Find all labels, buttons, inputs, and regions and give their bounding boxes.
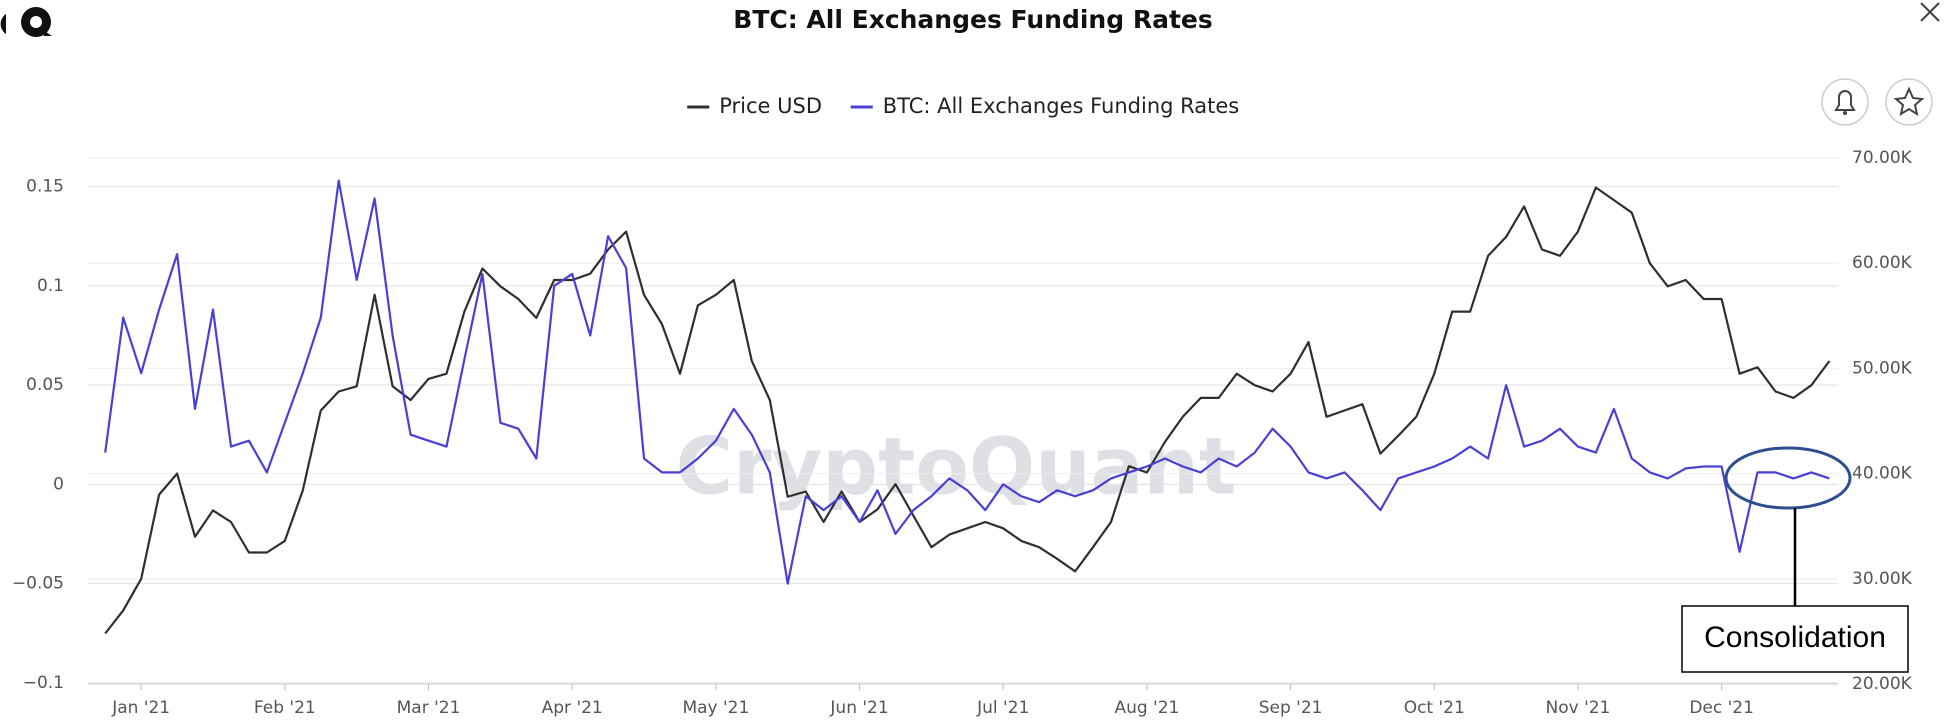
x-tick-label: Jul '21 [976,698,1029,718]
y2-tick-label: 70.00K [1852,148,1913,168]
y2-tick-label: 30.00K [1852,569,1913,589]
y-tick-label: 0.1 [37,276,64,296]
favorite-button[interactable] [1885,78,1933,126]
plot-area: −0.1 −0.05 0 0.05 0.1 0.15 20.00K 30.00K 40.00K 5… [12,148,1913,718]
legend: Price USD BTC: All Exchanges Funding Rate… [687,94,1239,118]
annotation-label: Consolidation [1704,621,1886,654]
legend-label: BTC: All Exchanges Funding Rates [883,94,1239,118]
x-tick-label: Aug '21 [1114,698,1179,718]
y-tick-label: −0.1 [23,673,64,693]
y2-tick-label: 60.00K [1852,253,1913,273]
x-tick-label: Jun '21 [829,698,888,718]
x-tick-label: Dec '21 [1689,698,1754,718]
x-tick-label: Apr '21 [542,698,603,718]
annotation: Consolidation [1681,446,1909,673]
x-tick-label: Nov '21 [1545,698,1610,718]
chart-title: BTC: All Exchanges Funding Rates [733,5,1212,34]
y-tick-label: 0.15 [26,177,64,197]
y-tick-label: −0.05 [12,574,64,594]
y-tick-label: 0.05 [26,375,64,395]
x-tick-label: Jan '21 [111,698,170,718]
close-button[interactable] [1920,2,1940,22]
logo [0,7,52,37]
y-tick-label: 0 [53,474,64,494]
x-tick-label: May '21 [682,698,749,718]
x-tick-label: Feb '21 [254,698,316,718]
series-line [104,186,1831,635]
y2-tick-label: 20.00K [1852,674,1913,694]
x-tick-label: Mar '21 [397,698,461,718]
x-tick-label: Sep '21 [1259,698,1323,718]
y2-tick-label: 40.00K [1852,464,1913,484]
y2-tick-label: 50.00K [1852,358,1913,378]
watermark: CryptoQuant [676,422,1237,512]
alert-button[interactable] [1821,78,1869,126]
series-line [104,179,1830,585]
x-tick-label: Oct '21 [1404,698,1465,718]
legend-label: Price USD [719,94,822,118]
